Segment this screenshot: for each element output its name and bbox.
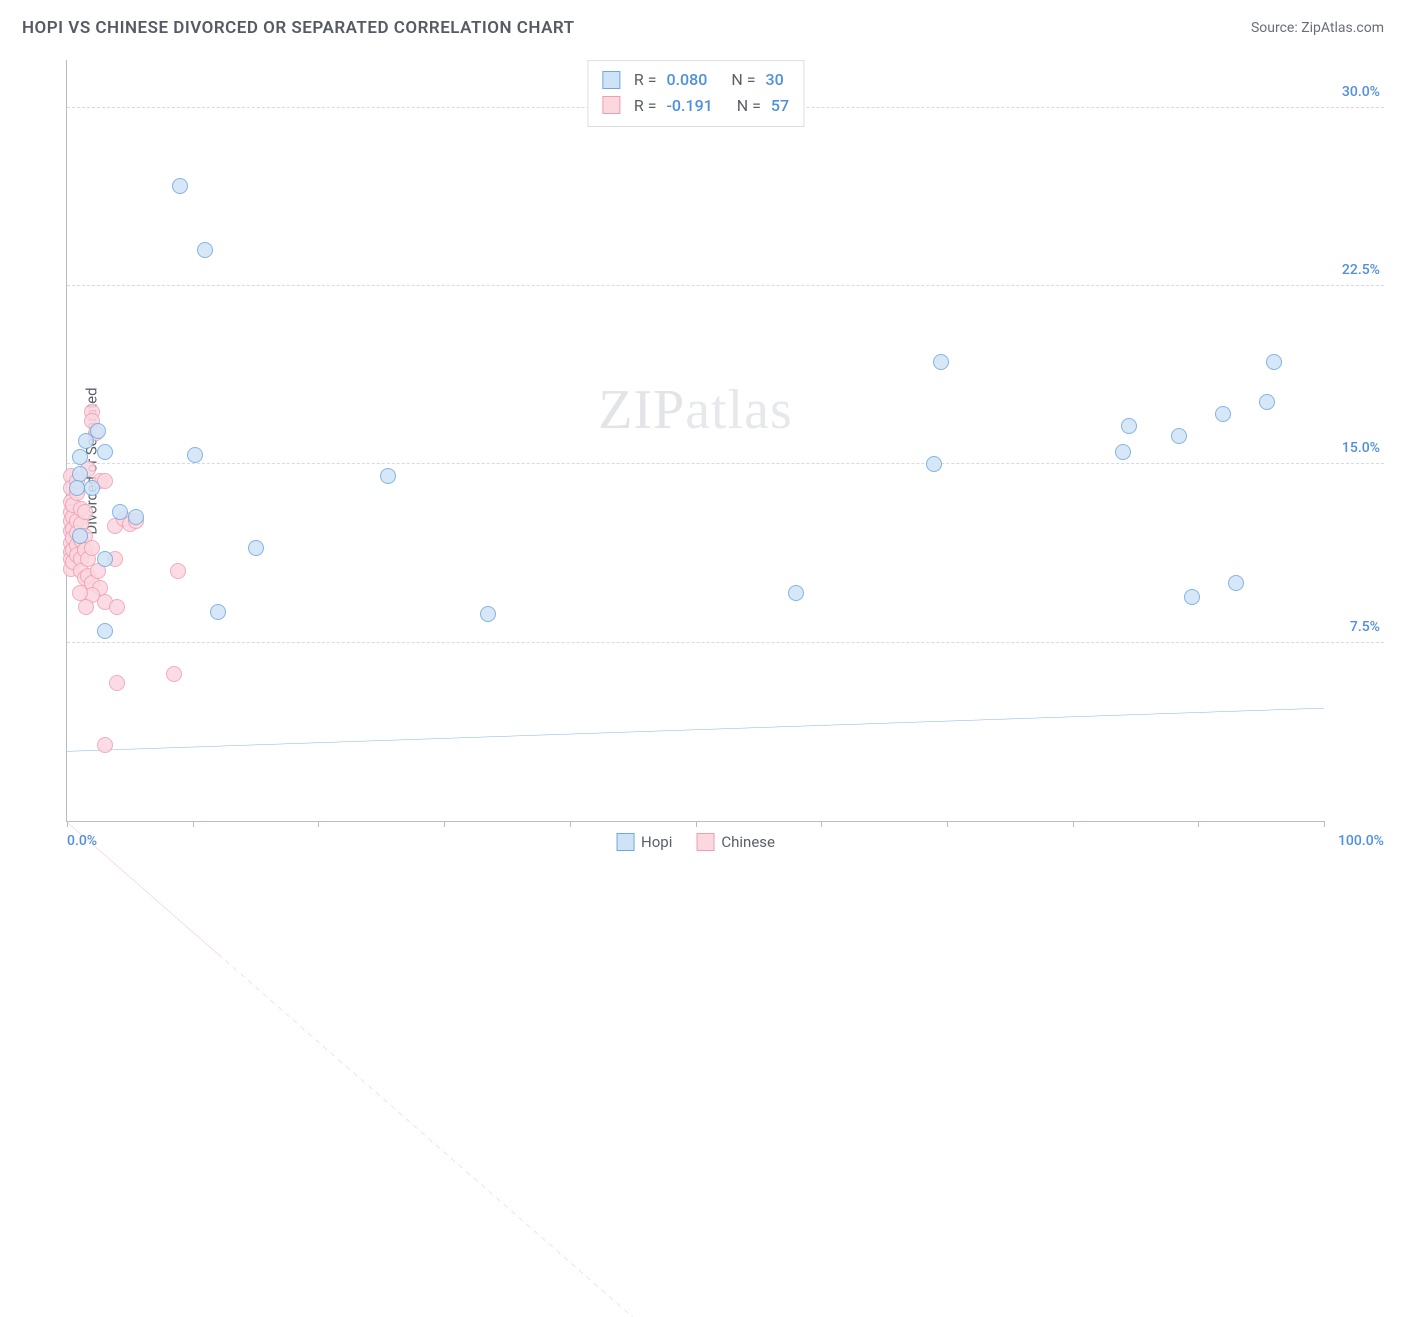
data-point-a xyxy=(172,178,188,194)
legend-item: Hopi xyxy=(616,833,672,851)
legend-stats: R =0.080N =30R =-0.191N =57 xyxy=(587,60,804,127)
data-point-a xyxy=(72,528,88,544)
data-point-b xyxy=(109,675,125,691)
data-point-a xyxy=(210,604,226,620)
data-point-a xyxy=(97,444,113,460)
data-point-a xyxy=(480,606,496,622)
data-point-a xyxy=(187,447,203,463)
trend-line xyxy=(218,954,633,1317)
x-tick xyxy=(444,821,445,827)
r-value: 0.080 xyxy=(666,67,707,93)
legend-stats-row: R = 0.080 N = 30 xyxy=(602,67,789,93)
x-tick xyxy=(1324,821,1325,827)
x-tick xyxy=(1073,821,1074,827)
y-tick-label: 30.0% xyxy=(1342,84,1380,100)
source-link[interactable]: ZipAtlas.com xyxy=(1301,20,1384,36)
data-point-a xyxy=(112,504,128,520)
data-point-a xyxy=(1121,418,1137,434)
data-point-a xyxy=(933,354,949,370)
x-tick xyxy=(570,821,571,827)
gridline xyxy=(67,642,1384,643)
x-tick xyxy=(67,821,68,827)
r-label: R = xyxy=(634,67,657,93)
r-label: R = xyxy=(634,93,657,119)
data-point-a xyxy=(1115,444,1131,460)
data-point-a xyxy=(248,540,264,556)
data-point-a xyxy=(1184,589,1200,605)
legend-swatch xyxy=(602,96,620,114)
data-point-b xyxy=(109,599,125,615)
data-point-a xyxy=(69,480,85,496)
n-value: 30 xyxy=(765,67,783,93)
data-point-a xyxy=(788,585,804,601)
source-prefix: Source: xyxy=(1251,20,1301,36)
data-point-b xyxy=(170,563,186,579)
legend-swatch xyxy=(602,71,620,89)
x-axis-label: 100.0% xyxy=(1338,833,1384,849)
plot-area: ZIPatlas R =0.080N =30R =-0.191N =57 Hop… xyxy=(66,60,1324,822)
data-point-a xyxy=(926,456,942,472)
legend-label: Chinese xyxy=(721,833,775,851)
data-point-b xyxy=(78,599,94,615)
data-point-a xyxy=(197,242,213,258)
trend-line xyxy=(67,708,1324,751)
data-point-a xyxy=(1266,354,1282,370)
data-point-a xyxy=(1259,394,1275,410)
source-attribution: Source: ZipAtlas.com xyxy=(1251,20,1384,36)
n-label: N = xyxy=(731,67,755,93)
data-point-a xyxy=(1215,406,1231,422)
data-point-a xyxy=(1228,575,1244,591)
y-tick-label: 7.5% xyxy=(1350,619,1380,635)
trend-lines xyxy=(67,60,1324,1317)
x-tick xyxy=(821,821,822,827)
x-tick xyxy=(696,821,697,827)
data-point-a xyxy=(97,623,113,639)
gridline xyxy=(67,463,1384,464)
y-tick-label: 22.5% xyxy=(1342,262,1380,278)
legend-series: Hopi Chinese xyxy=(616,833,775,851)
chart-container: Divorced or Separated ZIPatlas R =0.080N… xyxy=(22,50,1384,872)
chart-title: HOPI VS CHINESE DIVORCED OR SEPARATED CO… xyxy=(22,18,575,38)
n-label: N = xyxy=(737,93,761,119)
data-point-a xyxy=(128,509,144,525)
data-point-b xyxy=(77,504,93,520)
legend-swatch xyxy=(696,833,714,851)
data-point-a xyxy=(90,423,106,439)
legend-label: Hopi xyxy=(641,833,672,851)
n-value: 57 xyxy=(771,93,789,119)
x-tick xyxy=(1198,821,1199,827)
data-point-a xyxy=(84,480,100,496)
legend-swatch xyxy=(616,833,634,851)
x-tick xyxy=(947,821,948,827)
legend-stats-row: R = -0.191 N = 57 xyxy=(602,93,789,119)
data-point-b xyxy=(97,737,113,753)
x-axis-label: 0.0% xyxy=(67,833,97,849)
data-point-a xyxy=(1171,428,1187,444)
data-point-b xyxy=(166,666,182,682)
x-tick xyxy=(318,821,319,827)
r-value: -0.191 xyxy=(666,93,712,119)
data-point-a xyxy=(97,551,113,567)
data-point-a xyxy=(72,449,88,465)
legend-item: Chinese xyxy=(696,833,775,851)
gridline xyxy=(67,285,1384,286)
y-tick-label: 15.0% xyxy=(1342,440,1380,456)
data-point-a xyxy=(380,468,396,484)
x-tick xyxy=(193,821,194,827)
